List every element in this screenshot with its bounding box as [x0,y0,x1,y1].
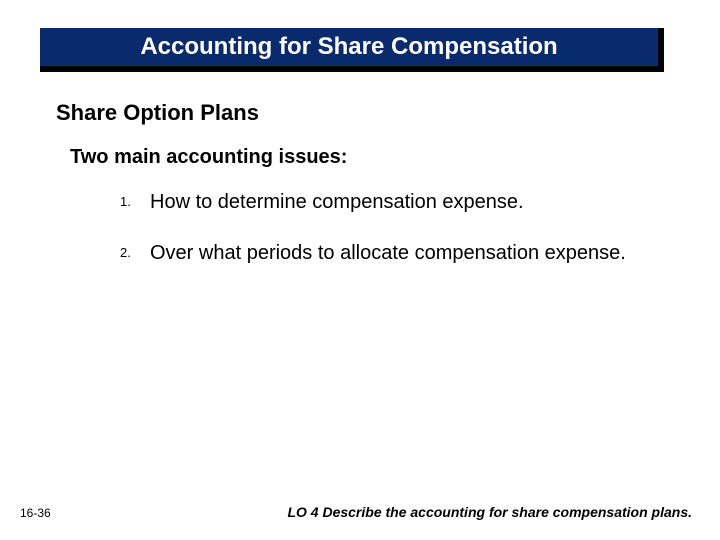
list-item: 2. Over what periods to allocate compens… [120,239,660,268]
subheading: Share Option Plans [56,100,259,126]
title-banner-shadow: Accounting for Share Compensation [40,28,664,72]
list-marker: 1. [120,188,150,212]
slide-title: Accounting for Share Compensation [40,28,658,66]
list-text: Over what periods to allocate compensati… [150,239,626,268]
list-item: 1. How to determine compensation expense… [120,188,660,217]
learning-objective: LO 4 Describe the accounting for share c… [287,504,692,520]
page-number: 16-36 [20,506,51,520]
list-marker: 2. [120,239,150,263]
issues-list: 1. How to determine compensation expense… [120,188,660,290]
list-text: How to determine compensation expense. [150,188,524,217]
intro-text: Two main accounting issues: [70,146,347,169]
